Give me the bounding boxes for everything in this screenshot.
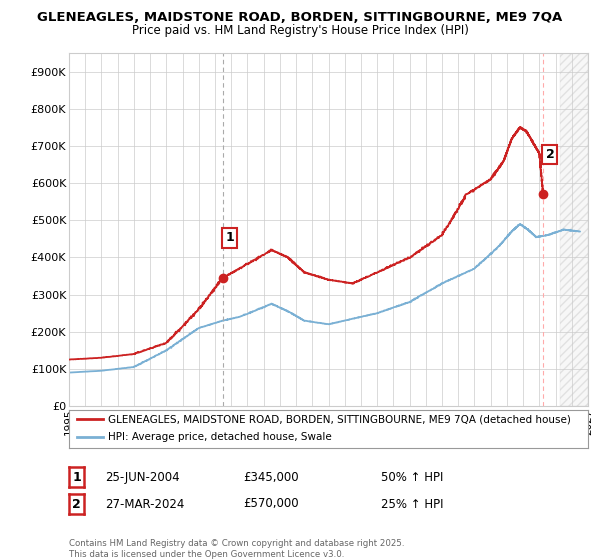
Bar: [560, 53, 588, 406]
Text: GLENEAGLES, MAIDSTONE ROAD, BORDEN, SITTINGBOURNE, ME9 7QA: GLENEAGLES, MAIDSTONE ROAD, BORDEN, SITT…: [37, 11, 563, 24]
Text: 2: 2: [72, 497, 81, 511]
Text: Contains HM Land Registry data © Crown copyright and database right 2025.
This d: Contains HM Land Registry data © Crown c…: [69, 539, 404, 559]
Text: £570,000: £570,000: [243, 497, 299, 511]
Text: 25% ↑ HPI: 25% ↑ HPI: [381, 497, 443, 511]
Text: 1: 1: [225, 231, 234, 245]
Text: 2: 2: [545, 148, 554, 161]
Text: 27-MAR-2024: 27-MAR-2024: [105, 497, 184, 511]
Text: Price paid vs. HM Land Registry's House Price Index (HPI): Price paid vs. HM Land Registry's House …: [131, 24, 469, 36]
Text: 25-JUN-2004: 25-JUN-2004: [105, 470, 179, 484]
Text: £345,000: £345,000: [243, 470, 299, 484]
Text: 50% ↑ HPI: 50% ↑ HPI: [381, 470, 443, 484]
Text: 1: 1: [72, 470, 81, 484]
Text: HPI: Average price, detached house, Swale: HPI: Average price, detached house, Swal…: [108, 432, 332, 442]
Text: GLENEAGLES, MAIDSTONE ROAD, BORDEN, SITTINGBOURNE, ME9 7QA (detached house): GLENEAGLES, MAIDSTONE ROAD, BORDEN, SITT…: [108, 414, 571, 424]
